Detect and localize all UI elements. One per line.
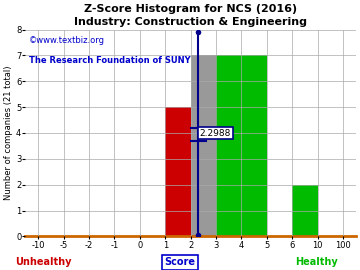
Text: Healthy: Healthy <box>296 257 338 267</box>
Y-axis label: Number of companies (21 total): Number of companies (21 total) <box>4 66 13 200</box>
Bar <box>216 55 267 237</box>
Bar <box>292 185 318 237</box>
Text: 2.2988: 2.2988 <box>199 129 231 137</box>
Title: Z-Score Histogram for NCS (2016)
Industry: Construction & Engineering: Z-Score Histogram for NCS (2016) Industr… <box>74 4 307 27</box>
Bar <box>191 55 216 237</box>
Text: Unhealthy: Unhealthy <box>15 257 71 267</box>
Bar <box>165 107 191 237</box>
Text: The Research Foundation of SUNY: The Research Foundation of SUNY <box>29 56 190 65</box>
Text: ©www.textbiz.org: ©www.textbiz.org <box>29 36 105 45</box>
Text: Score: Score <box>165 257 195 267</box>
